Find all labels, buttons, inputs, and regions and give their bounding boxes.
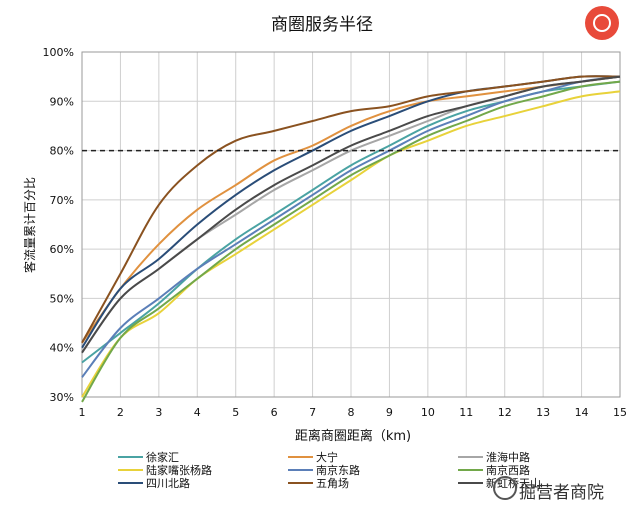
watermark-text: 掘营者商院	[519, 483, 604, 503]
wechat-icon	[493, 476, 517, 500]
y-tick-label: 50%	[50, 292, 74, 305]
y-tick-label: 40%	[50, 342, 74, 355]
legend-label: 南京西路	[486, 463, 530, 477]
series-line-6	[81, 80, 621, 403]
series-line-8	[81, 75, 621, 344]
x-tick-label: 5	[232, 406, 239, 419]
x-tick-label: 13	[536, 406, 550, 419]
legend-label: 大宁	[316, 450, 338, 464]
plot-area	[81, 51, 621, 398]
legend-label: 徐家汇	[146, 450, 179, 464]
y-tick-label: 30%	[50, 391, 74, 404]
legend-label: 南京东路	[316, 463, 360, 477]
legend-label: 五角场	[316, 476, 349, 490]
x-tick-label: 11	[459, 406, 473, 419]
x-tick-label: 9	[386, 406, 393, 419]
series-line-2	[81, 75, 621, 344]
y-tick-label: 70%	[50, 194, 74, 207]
y-tick-label: 60%	[50, 243, 74, 256]
x-axis-label: 距离商圈距离（km)	[295, 428, 411, 444]
y-tick-label: 90%	[50, 95, 74, 108]
x-tick-label: 8	[348, 406, 355, 419]
x-tick-label: 6	[271, 406, 278, 419]
series-line-4	[81, 90, 621, 398]
legend-label: 四川北路	[146, 477, 190, 490]
x-tick-label: 1	[79, 406, 86, 419]
series-line-5	[81, 75, 621, 378]
x-tick-label: 7	[309, 406, 316, 419]
legend-label: 淮海中路	[486, 450, 530, 464]
chart-title: 商圈服务半径	[271, 15, 373, 35]
series-line-9	[81, 75, 621, 354]
x-tick-label: 15	[613, 406, 627, 419]
y-axis-label: 客流量累计百分比	[22, 177, 37, 273]
watermark: 掘营者商院	[491, 470, 639, 510]
x-tick-label: 4	[194, 406, 201, 419]
legend-label: 陆家嘴张杨路	[146, 463, 212, 477]
fox-logo-icon	[585, 6, 619, 40]
x-tick-label: 2	[117, 406, 124, 419]
x-tick-label: 10	[421, 406, 435, 419]
x-tick-label: 14	[575, 406, 589, 419]
y-tick-label: 100%	[43, 46, 74, 59]
x-tick-label: 12	[498, 406, 512, 419]
y-tick-label: 80%	[50, 145, 74, 158]
x-tick-label: 3	[155, 406, 162, 419]
